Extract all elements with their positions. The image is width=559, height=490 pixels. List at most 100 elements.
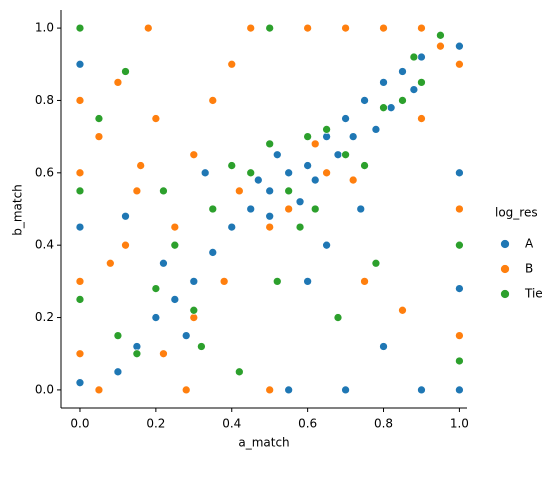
point <box>121 211 130 221</box>
point <box>75 277 85 286</box>
point <box>265 222 275 232</box>
y-tick-label: 0.0 <box>35 382 54 396</box>
point <box>379 78 388 87</box>
point <box>227 161 237 170</box>
point <box>371 258 381 268</box>
point <box>246 168 256 178</box>
point <box>341 385 350 395</box>
y-tick-label: 0.6 <box>35 165 54 179</box>
point <box>75 295 85 304</box>
point <box>310 204 320 214</box>
point <box>272 150 282 160</box>
legend-label: B <box>525 262 533 276</box>
x-tick-label: 0.8 <box>374 417 393 431</box>
point <box>455 356 464 366</box>
point <box>322 240 331 250</box>
point <box>75 168 85 178</box>
point <box>356 204 366 214</box>
point <box>151 313 161 322</box>
point <box>227 222 237 232</box>
point <box>379 103 388 113</box>
point <box>341 150 350 160</box>
point <box>455 59 464 69</box>
point <box>75 186 85 196</box>
point <box>113 367 123 377</box>
point <box>417 52 426 62</box>
point <box>455 385 464 395</box>
point <box>159 349 168 359</box>
point <box>371 125 381 134</box>
point <box>75 349 85 359</box>
point <box>75 96 85 105</box>
point <box>132 186 142 196</box>
point <box>208 204 218 214</box>
legend-marker <box>500 239 510 249</box>
x-tick-label: 0.2 <box>146 417 165 431</box>
point <box>246 23 256 33</box>
point <box>189 277 199 286</box>
y-tick-label: 0.8 <box>35 93 54 107</box>
point <box>227 59 237 69</box>
point <box>94 385 104 395</box>
y-tick-label: 0.2 <box>35 310 54 324</box>
point <box>265 385 275 395</box>
point <box>386 103 396 113</box>
point <box>181 331 191 340</box>
legend-title: log_res <box>495 206 538 220</box>
point <box>121 67 130 76</box>
legend-marker <box>500 289 510 299</box>
point <box>341 114 350 123</box>
point <box>417 23 426 33</box>
point <box>265 139 275 149</box>
x-tick-label: 0.6 <box>298 417 317 431</box>
point <box>303 23 312 33</box>
y-tick-label: 1.0 <box>35 21 54 35</box>
point <box>284 385 294 395</box>
point <box>151 284 161 293</box>
point <box>398 67 407 76</box>
point <box>132 342 142 351</box>
point <box>132 349 142 359</box>
point <box>265 186 275 196</box>
point <box>197 342 206 351</box>
point <box>303 132 312 141</box>
point <box>219 277 229 286</box>
point <box>455 204 464 214</box>
point <box>341 23 350 33</box>
point <box>322 132 331 141</box>
x-tick-label: 0.0 <box>70 417 89 431</box>
point <box>253 175 263 185</box>
point <box>265 211 275 221</box>
point <box>436 41 445 51</box>
point <box>333 313 343 322</box>
point <box>360 96 369 105</box>
point <box>409 52 419 62</box>
point <box>303 161 312 170</box>
point <box>322 168 331 178</box>
point <box>75 59 85 69</box>
point <box>436 30 445 40</box>
point <box>170 240 180 250</box>
legend-marker <box>500 264 510 274</box>
point <box>189 313 199 322</box>
x-axis-label: a_match <box>238 436 289 450</box>
point <box>94 132 104 141</box>
point <box>284 168 294 178</box>
point <box>348 175 358 185</box>
point <box>398 96 407 105</box>
point <box>136 161 146 170</box>
point <box>417 385 426 395</box>
x-tick-label: 0.4 <box>222 417 241 431</box>
point <box>409 85 419 94</box>
point <box>272 277 282 286</box>
point <box>151 114 161 123</box>
point <box>417 114 426 123</box>
point <box>322 125 331 134</box>
point <box>75 378 85 388</box>
point <box>455 168 464 178</box>
point <box>295 197 305 207</box>
point <box>246 204 256 214</box>
point <box>265 23 275 33</box>
